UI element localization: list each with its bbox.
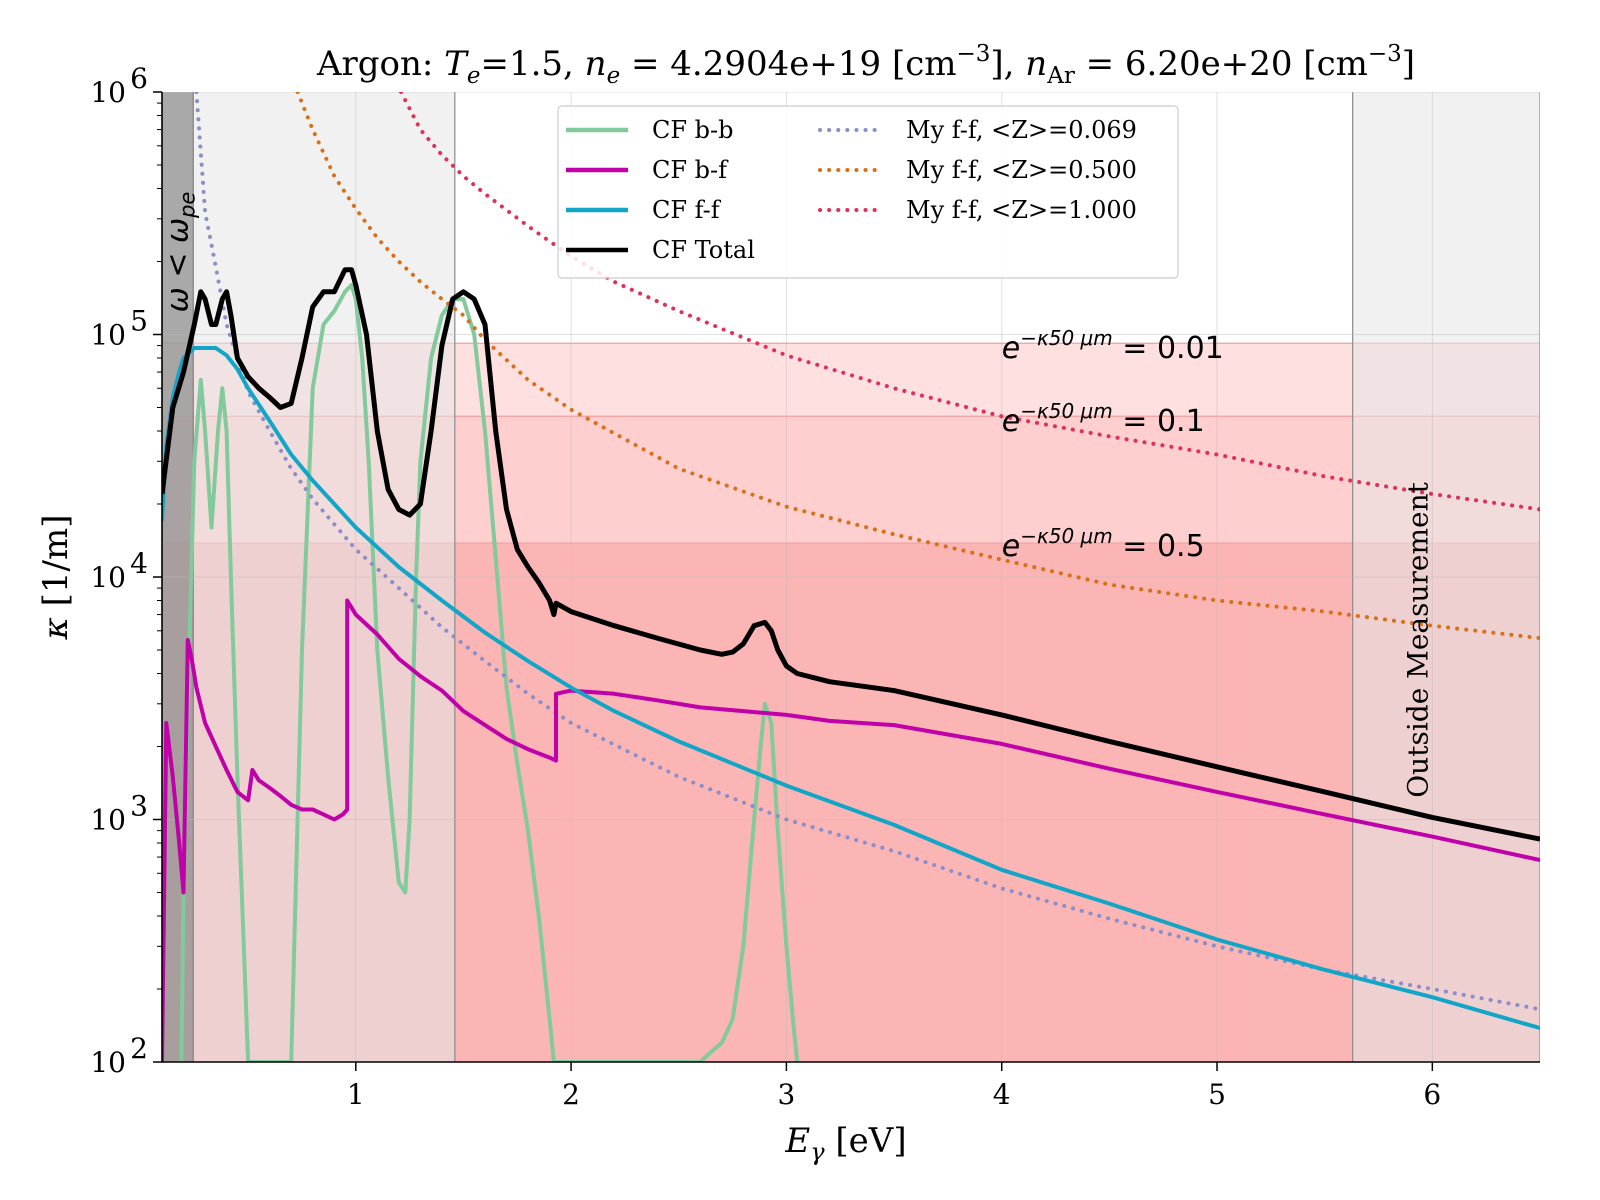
chart-title: Argon: Te=1.5, ne = 4.2904e+19 [cm−3], n… [316, 41, 1415, 89]
y-tick-exp-1000: 3 [130, 790, 148, 823]
legend-label-cf-f-f: CF f-f [652, 196, 722, 224]
band-01-label: e−κ50 μm = 0.1 [1002, 399, 1205, 439]
legend-label-cf-b-f: CF b-f [652, 156, 729, 184]
legend-box [557, 105, 1179, 279]
plasma-frequency-label: ω < ωpe [161, 192, 200, 313]
outside-measurement-label: Outside Measurement [1401, 481, 1434, 797]
y-tick-exp-10000: 4 [130, 547, 148, 580]
legend: CF b-b CF b-f CF f-f CF Total My f-f, <Z>=0.… [557, 105, 1179, 279]
x-tick-label-5: 5 [1208, 1078, 1226, 1111]
x-tick-label-4: 4 [993, 1078, 1011, 1111]
plasma-frequency-region [162, 92, 194, 1062]
series-lines [162, 92, 1540, 1062]
series-my-f-f-z-1-000 [399, 92, 1540, 512]
y-tick-exp-100: 2 [130, 1032, 148, 1065]
y-axis-title: κ [1/m] [36, 515, 76, 641]
y-tick-label-1000000: 10 [90, 76, 126, 109]
series-my-f-f-z-0-500 [295, 92, 1540, 641]
y-tick-label-10000: 10 [90, 561, 126, 594]
x-tick-label-3: 3 [777, 1078, 795, 1111]
y-tick-label-100000: 10 [90, 319, 126, 352]
legend-label-cf-b-b: CF b-b [652, 116, 733, 144]
series-cf-b-f [162, 598, 1540, 1062]
legend-label-my-f-f-z-1-000: My f-f, <Z>=1.000 [906, 196, 1137, 224]
legend-label-cf-total: CF Total [652, 236, 755, 264]
legend-label-my-f-f-z-0-069: My f-f, <Z>=0.069 [906, 116, 1137, 144]
shaded-regions [162, 92, 1540, 1062]
series-cf-f-f [162, 346, 1540, 1031]
annotations: e−κ50 μm = 0.01 e−κ50 μm = 0.1 e−κ50 μm = … [161, 192, 1435, 798]
y-tick-label-100: 10 [90, 1046, 126, 1079]
series-my-f-f-z-0-069 [194, 92, 1540, 1012]
legend-label-my-f-f-z-0-500: My f-f, <Z>=0.500 [906, 156, 1137, 184]
band-001-label: e−κ50 μm = 0.01 [1002, 326, 1224, 366]
series-cf-b-b [179, 283, 800, 1062]
y-tick-label-1000: 10 [90, 804, 126, 837]
band-05-label: e−κ50 μm = 0.5 [1002, 524, 1205, 564]
y-tick-exp-100000: 5 [130, 305, 148, 338]
x-tick-label-2: 2 [562, 1078, 580, 1111]
outside-measurement-right [1352, 92, 1540, 1062]
x-tick-label-6: 6 [1423, 1078, 1441, 1111]
series-cf-total [162, 267, 1540, 842]
x-axis-title: Eγ [eV] [784, 1121, 906, 1166]
y-tick-exp-1000000: 6 [130, 62, 148, 95]
x-tick-label-1: 1 [347, 1078, 365, 1111]
